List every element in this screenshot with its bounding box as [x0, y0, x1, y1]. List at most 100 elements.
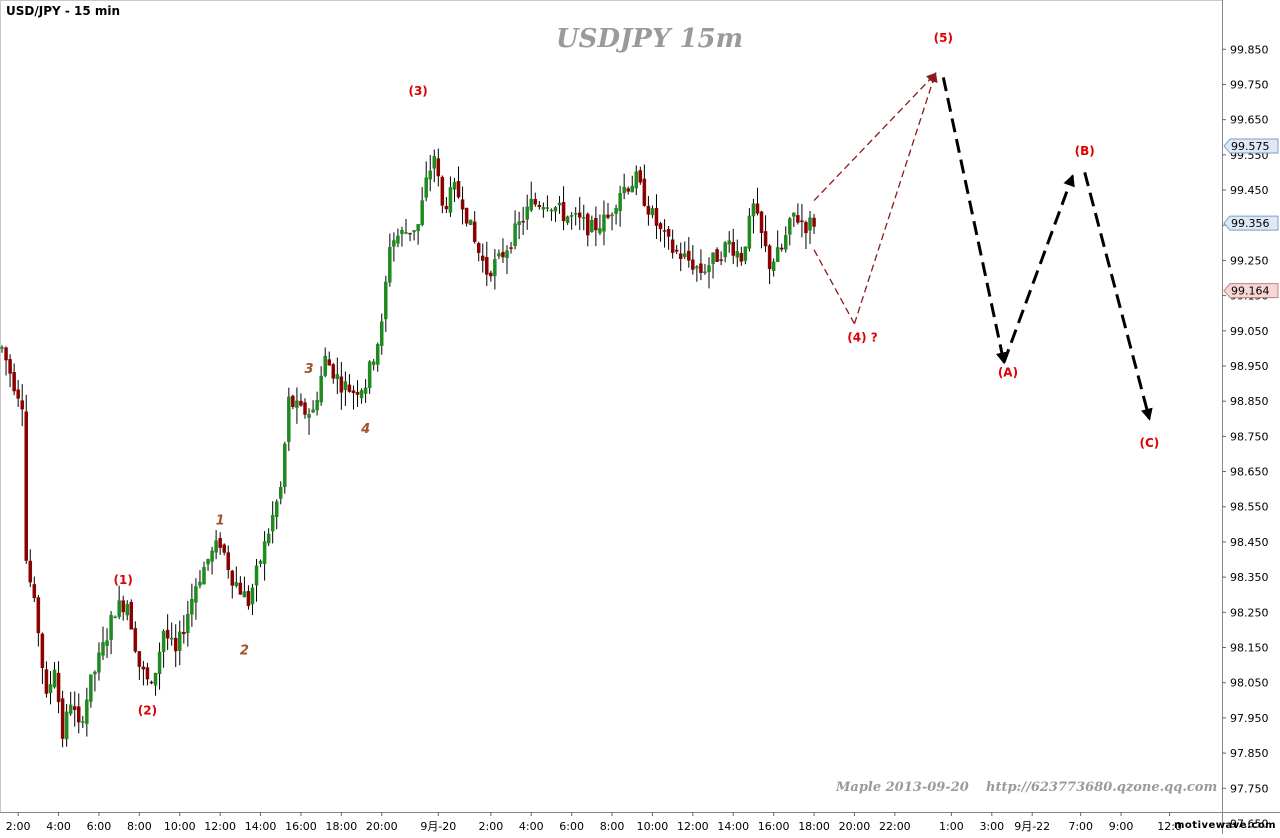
candle-body	[573, 213, 578, 215]
candle-body	[610, 214, 614, 217]
candle-body	[97, 652, 101, 673]
candle-body	[687, 250, 691, 261]
candle-body	[432, 156, 437, 169]
projection-red-line	[813, 72, 937, 202]
candle-body	[105, 640, 109, 646]
candle-body	[505, 250, 509, 258]
candle-body	[521, 220, 525, 223]
candle-body	[331, 364, 336, 379]
candle-body	[133, 628, 138, 652]
candle-body	[137, 651, 142, 667]
candle-body	[565, 216, 570, 223]
candle-body	[206, 559, 210, 565]
projection-black-line	[1002, 174, 1075, 363]
candle-body	[582, 217, 586, 219]
candle-body	[602, 214, 606, 232]
candle-body	[711, 252, 715, 265]
candle-body	[493, 259, 497, 277]
candle-body	[489, 272, 493, 277]
candle-body	[525, 206, 529, 220]
candle-body	[299, 400, 303, 406]
candle-body	[60, 698, 65, 739]
candle-body	[367, 361, 372, 388]
price-tag-label: 99.356	[1231, 217, 1270, 230]
candle-body	[808, 217, 812, 231]
candle-body	[311, 409, 315, 413]
y-tick-label: 98.550	[1230, 501, 1269, 514]
wave-label: (4) ?	[847, 330, 877, 344]
candle-body	[226, 552, 230, 571]
candle-body	[210, 550, 214, 562]
wave-label: (5)	[934, 31, 953, 45]
candle-body	[218, 538, 222, 548]
candle-body	[412, 230, 416, 232]
candle-body	[719, 259, 723, 261]
candle-body	[630, 185, 634, 193]
x-tick-label: 22:00	[879, 820, 911, 833]
candle-body	[727, 240, 731, 245]
candle-body	[428, 170, 432, 180]
candle-body	[626, 188, 630, 192]
candle-body	[8, 359, 12, 374]
candle-body	[347, 384, 352, 392]
candle-body	[343, 381, 348, 391]
projection-red-line	[813, 249, 856, 325]
candle-body	[456, 180, 461, 198]
candle-body	[646, 205, 651, 215]
x-tick-label: 20:00	[366, 820, 398, 833]
candle-body	[323, 355, 327, 376]
candle-body	[214, 540, 218, 553]
candle-body	[48, 684, 53, 694]
x-tick-label: 14:00	[717, 820, 749, 833]
candle-body	[319, 375, 323, 403]
candle-body	[804, 222, 808, 234]
candle-body	[262, 541, 267, 564]
y-tick-label: 98.750	[1230, 430, 1269, 443]
candle-body	[747, 215, 752, 249]
candle-body	[173, 637, 178, 652]
candle-body	[586, 213, 590, 236]
price-tag	[1223, 283, 1279, 299]
candle-body	[779, 247, 784, 250]
candle-body	[497, 253, 501, 257]
candle-body	[303, 402, 307, 415]
candle-body	[537, 204, 542, 207]
x-tick-label: 16:00	[285, 820, 317, 833]
candle-body	[614, 207, 618, 214]
projection-black-line	[1083, 172, 1153, 421]
y-tick-label: 99.650	[1230, 114, 1269, 127]
candle-body	[557, 202, 562, 206]
candle-body	[190, 598, 194, 615]
x-tick-label: 18:00	[326, 820, 358, 833]
plot-frame	[0, 0, 1223, 813]
candle-body	[141, 666, 146, 670]
candle-body	[12, 372, 16, 392]
x-tick-label: 8:00	[127, 820, 152, 833]
candle-body	[464, 207, 469, 224]
candle-body	[24, 411, 28, 561]
candle-body	[577, 212, 582, 218]
candle-body	[89, 674, 93, 702]
candle-body	[246, 591, 251, 606]
candle-body	[359, 390, 364, 399]
candle-body	[44, 669, 49, 694]
subwave-label: 2	[240, 644, 249, 659]
candle-body	[509, 247, 513, 249]
candle-body	[683, 253, 687, 258]
candle-body	[327, 359, 331, 366]
x-tick-label: 3:00	[979, 820, 1004, 833]
y-tick-label: 99.750	[1230, 78, 1269, 91]
candle-body	[178, 631, 182, 651]
candle-body	[501, 252, 505, 258]
candle-body	[380, 321, 384, 346]
candle-body	[234, 582, 239, 586]
candle-body	[590, 219, 594, 232]
candle-body	[315, 399, 319, 411]
candle-body	[424, 177, 428, 198]
candle-body	[416, 224, 420, 232]
candle-body	[481, 255, 485, 261]
candle-body	[371, 361, 376, 365]
candle-body	[20, 400, 24, 410]
candle-body	[153, 672, 158, 686]
candle-body	[678, 253, 683, 259]
